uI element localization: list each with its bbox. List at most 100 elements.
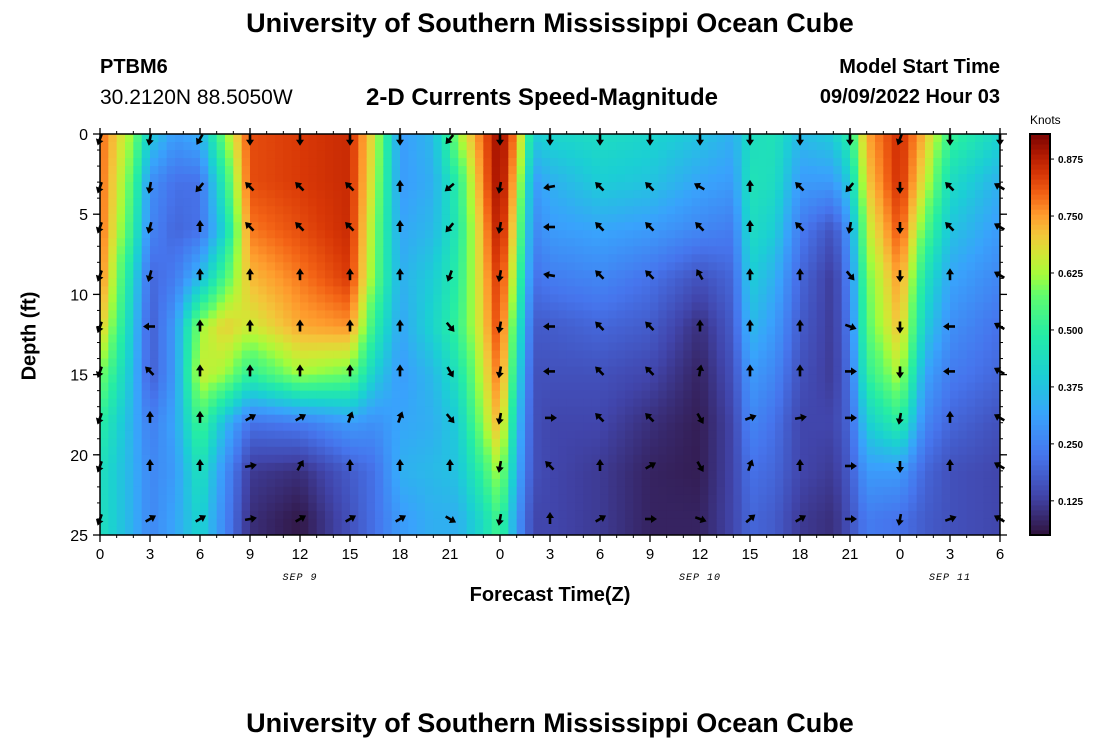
heatmap-cell [733,262,743,271]
heatmap-cell [425,502,434,512]
heatmap-cell [333,502,343,512]
heatmap-cell [666,414,676,424]
heatmap-cell [391,318,401,328]
heatmap-cell [266,470,276,480]
heatmap-cell [750,446,759,456]
heatmap-cell [375,358,384,368]
heatmap-cell [658,142,668,151]
heatmap-cell [416,270,426,279]
heatmap-cell [825,206,834,215]
heatmap-cell [691,326,701,336]
heatmap-cell [100,150,109,159]
heatmap-cell [783,246,793,255]
heatmap-cell [741,166,751,175]
heatmap-cell [625,270,634,279]
heatmap-cell [200,470,209,480]
heatmap-cell [775,486,784,496]
heatmap-cell [925,246,934,255]
heatmap-cell [741,446,751,456]
heatmap-cell [591,134,601,143]
heatmap-cell [758,406,768,416]
heatmap-cell [825,438,834,448]
heatmap-cell [483,294,493,304]
heatmap-cell [500,230,509,239]
heatmap-cell [558,254,568,263]
heatmap-cell [700,414,709,424]
heatmap-cell [183,470,193,480]
heatmap-cell [250,166,259,175]
heatmap-cell [700,262,709,271]
heatmap-cell [425,286,434,295]
heatmap-cell [566,182,576,191]
heatmap-cell [108,350,118,360]
heatmap-cell [541,390,551,400]
heatmap-cell [308,414,318,424]
heatmap-cell [325,486,334,496]
heatmap-cell [683,262,693,271]
heatmap-cell [908,446,918,456]
heatmap-cell [133,406,143,416]
heatmap-cell [408,134,418,143]
heatmap-cell [433,238,443,247]
model-start-value: 09/09/2022 Hour 03 [819,86,1000,108]
heatmap-cell [508,158,518,167]
heatmap-cell [108,358,118,368]
heatmap-cell [491,398,501,408]
heatmap-cell [708,334,718,344]
heatmap-cell [658,278,668,287]
heatmap-cell [641,470,651,480]
heatmap-cell [233,174,243,183]
heatmap-cell [591,190,601,199]
heatmap-cell [550,286,559,295]
heatmap-cell [341,342,351,352]
heatmap-cell [341,406,351,416]
heatmap-cell [650,414,659,424]
heatmap-cell [908,174,918,183]
heatmap-cell [766,422,776,432]
heatmap-cell [683,278,693,287]
heatmap-cell [566,310,576,320]
heatmap-cell [558,486,568,496]
heatmap-cell [225,350,234,360]
heatmap-cell [316,134,326,143]
heatmap-cell [108,270,118,279]
heatmap-cell [258,142,268,151]
heatmap-cell [216,486,226,496]
heatmap-cell [850,150,859,159]
heatmap-cell [916,134,926,143]
heatmap-cell [258,318,268,328]
heatmap-cell [750,142,759,151]
heatmap-cell [683,398,693,408]
heatmap-cell [400,318,409,328]
heatmap-cell [708,310,718,320]
heatmap-cell [283,318,293,328]
heatmap-cell [758,414,768,424]
heatmap-cell [583,182,593,191]
heatmap-cell [225,158,234,167]
heatmap-cell [391,198,401,207]
heatmap-cell [641,142,651,151]
heatmap-cell [383,494,393,504]
heatmap-cell [366,342,376,352]
heatmap-cell [508,238,518,247]
heatmap-cell [233,318,243,328]
heatmap-cell [241,382,251,392]
heatmap-cell [400,486,409,496]
heatmap-cell [566,446,576,456]
heatmap-cell [275,150,284,159]
heatmap-cell [633,198,643,207]
heatmap-cell [691,414,701,424]
heatmap-cell [366,294,376,304]
heatmap-cell [125,342,134,352]
heatmap-cell [383,294,393,304]
heatmap-cell [533,190,543,199]
heatmap-cell [441,286,451,295]
heatmap-cell [700,358,709,368]
heatmap-cell [658,374,668,384]
heatmap-cell [575,230,584,239]
heatmap-cell [541,342,551,352]
heatmap-cell [608,454,618,464]
heatmap-cell [308,518,318,528]
heatmap-cell [541,518,551,528]
heatmap-cell [100,326,109,336]
